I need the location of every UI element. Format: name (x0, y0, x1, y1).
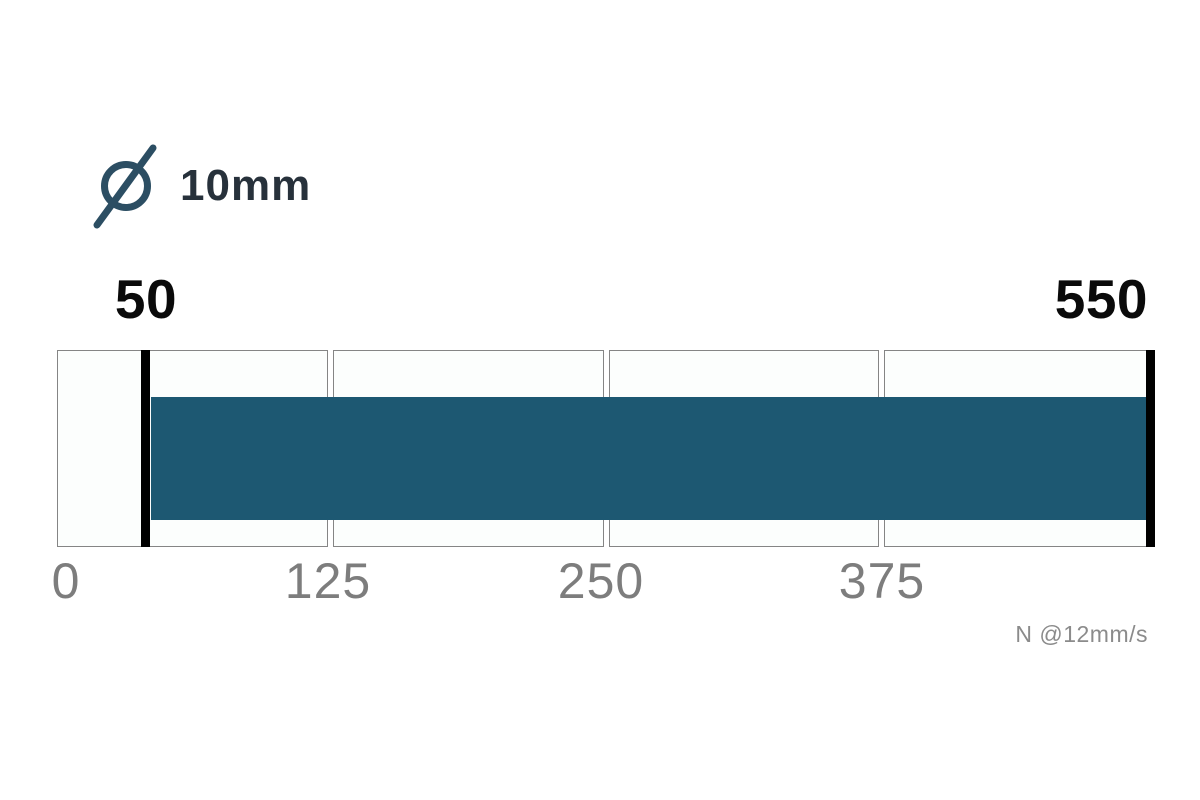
range-bar (151, 397, 1146, 520)
range-min-marker (141, 350, 150, 547)
range-max-marker (1146, 350, 1155, 547)
axis-tick-0: 0 (51, 553, 81, 609)
diameter-icon (92, 142, 158, 230)
axis-tick-250: 250 (557, 553, 645, 609)
diameter-value: 10mm (180, 161, 312, 210)
range-min-label: 50 (114, 268, 178, 330)
axis-tick-125: 125 (284, 553, 372, 609)
range-max-label: 550 (1054, 268, 1148, 330)
range-track (57, 350, 1155, 547)
unit-label: N @12mm/s (1015, 621, 1148, 647)
axis-tick-375: 375 (838, 553, 926, 609)
diameter-spec: 10mm (92, 142, 311, 230)
